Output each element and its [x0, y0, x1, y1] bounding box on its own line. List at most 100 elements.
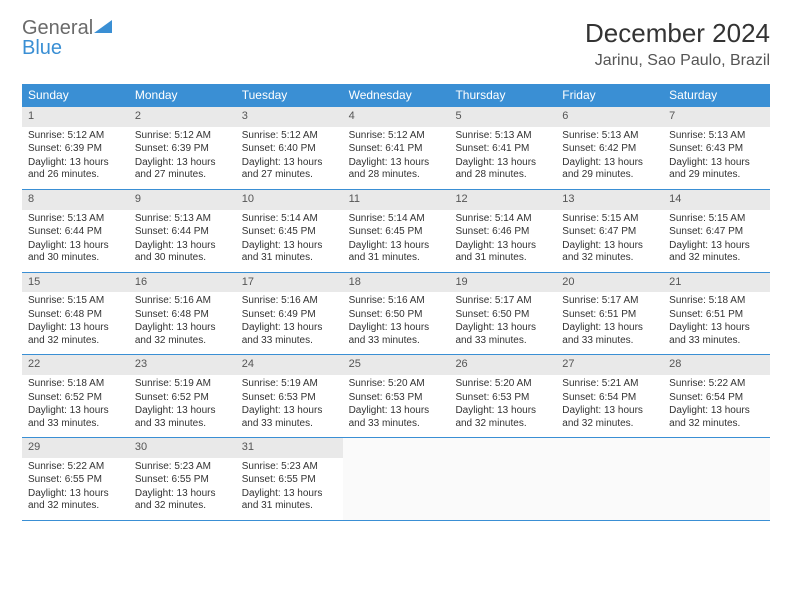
day-number: 22 [22, 355, 129, 375]
day-number: 4 [343, 107, 450, 127]
calendar-day-cell: 23Sunrise: 5:19 AMSunset: 6:52 PMDayligh… [129, 355, 236, 437]
sunset-line: Sunset: 6:54 PM [562, 392, 657, 405]
daylight-line: Daylight: 13 hours and 32 minutes. [562, 405, 657, 430]
day-of-week-label: Wednesday [343, 84, 450, 107]
daylight-line: Daylight: 13 hours and 30 minutes. [28, 240, 123, 265]
day-number: 24 [236, 355, 343, 375]
calendar-day-cell: 13Sunrise: 5:15 AMSunset: 6:47 PMDayligh… [556, 190, 663, 272]
day-body: Sunrise: 5:12 AMSunset: 6:40 PMDaylight:… [236, 127, 343, 189]
calendar-day-cell: 25Sunrise: 5:20 AMSunset: 6:53 PMDayligh… [343, 355, 450, 437]
calendar-day-cell: 1Sunrise: 5:12 AMSunset: 6:39 PMDaylight… [22, 107, 129, 189]
sunrise-line: Sunrise: 5:17 AM [455, 295, 550, 308]
sunrise-line: Sunrise: 5:14 AM [242, 213, 337, 226]
sunset-line: Sunset: 6:43 PM [669, 143, 764, 156]
day-number: 28 [663, 355, 770, 375]
calendar: SundayMondayTuesdayWednesdayThursdayFrid… [22, 84, 770, 521]
day-body [663, 458, 770, 516]
day-number: 11 [343, 190, 450, 210]
day-body: Sunrise: 5:16 AMSunset: 6:48 PMDaylight:… [129, 292, 236, 354]
calendar-day-cell: 12Sunrise: 5:14 AMSunset: 6:46 PMDayligh… [449, 190, 556, 272]
day-body: Sunrise: 5:19 AMSunset: 6:53 PMDaylight:… [236, 375, 343, 437]
calendar-empty-cell: . [343, 438, 450, 520]
day-number: 15 [22, 273, 129, 293]
day-body: Sunrise: 5:15 AMSunset: 6:48 PMDaylight:… [22, 292, 129, 354]
calendar-day-cell: 20Sunrise: 5:17 AMSunset: 6:51 PMDayligh… [556, 273, 663, 355]
calendar-day-cell: 21Sunrise: 5:18 AMSunset: 6:51 PMDayligh… [663, 273, 770, 355]
day-body: Sunrise: 5:22 AMSunset: 6:54 PMDaylight:… [663, 375, 770, 437]
day-number: 30 [129, 438, 236, 458]
calendar-day-cell: 16Sunrise: 5:16 AMSunset: 6:48 PMDayligh… [129, 273, 236, 355]
calendar-day-cell: 26Sunrise: 5:20 AMSunset: 6:53 PMDayligh… [449, 355, 556, 437]
day-number: 1 [22, 107, 129, 127]
sunrise-line: Sunrise: 5:18 AM [28, 378, 123, 391]
weeks-container: 1Sunrise: 5:12 AMSunset: 6:39 PMDaylight… [22, 107, 770, 521]
day-number: 31 [236, 438, 343, 458]
sunset-line: Sunset: 6:47 PM [562, 226, 657, 239]
calendar-day-cell: 7Sunrise: 5:13 AMSunset: 6:43 PMDaylight… [663, 107, 770, 189]
day-body: Sunrise: 5:19 AMSunset: 6:52 PMDaylight:… [129, 375, 236, 437]
day-number: 10 [236, 190, 343, 210]
calendar-empty-cell: . [663, 438, 770, 520]
logo: General Blue [22, 18, 116, 58]
header: General Blue December 2024 Jarinu, Sao P… [22, 18, 770, 70]
day-number: 7 [663, 107, 770, 127]
page: General Blue December 2024 Jarinu, Sao P… [0, 0, 792, 539]
sunrise-line: Sunrise: 5:19 AM [242, 378, 337, 391]
day-body: Sunrise: 5:23 AMSunset: 6:55 PMDaylight:… [129, 458, 236, 520]
sunset-line: Sunset: 6:52 PM [135, 392, 230, 405]
calendar-day-cell: 10Sunrise: 5:14 AMSunset: 6:45 PMDayligh… [236, 190, 343, 272]
day-of-week-header: SundayMondayTuesdayWednesdayThursdayFrid… [22, 84, 770, 107]
day-body: Sunrise: 5:17 AMSunset: 6:51 PMDaylight:… [556, 292, 663, 354]
sunset-line: Sunset: 6:54 PM [669, 392, 764, 405]
calendar-day-cell: 15Sunrise: 5:15 AMSunset: 6:48 PMDayligh… [22, 273, 129, 355]
daylight-line: Daylight: 13 hours and 33 minutes. [242, 322, 337, 347]
sunset-line: Sunset: 6:53 PM [455, 392, 550, 405]
logo-text: General Blue [22, 18, 116, 58]
daylight-line: Daylight: 13 hours and 27 minutes. [242, 157, 337, 182]
day-number: 29 [22, 438, 129, 458]
day-number: 3 [236, 107, 343, 127]
day-number: 12 [449, 190, 556, 210]
day-body [449, 458, 556, 516]
page-title: December 2024 [585, 18, 770, 49]
day-number: 8 [22, 190, 129, 210]
sunrise-line: Sunrise: 5:13 AM [135, 213, 230, 226]
sunset-line: Sunset: 6:41 PM [349, 143, 444, 156]
day-body: Sunrise: 5:13 AMSunset: 6:42 PMDaylight:… [556, 127, 663, 189]
daylight-line: Daylight: 13 hours and 26 minutes. [28, 157, 123, 182]
calendar-day-cell: 27Sunrise: 5:21 AMSunset: 6:54 PMDayligh… [556, 355, 663, 437]
day-body: Sunrise: 5:16 AMSunset: 6:50 PMDaylight:… [343, 292, 450, 354]
day-body: Sunrise: 5:14 AMSunset: 6:45 PMDaylight:… [236, 210, 343, 272]
sunrise-line: Sunrise: 5:12 AM [135, 130, 230, 143]
day-number: 19 [449, 273, 556, 293]
day-body: Sunrise: 5:13 AMSunset: 6:44 PMDaylight:… [129, 210, 236, 272]
sunrise-line: Sunrise: 5:12 AM [28, 130, 123, 143]
sunrise-line: Sunrise: 5:23 AM [242, 461, 337, 474]
sunrise-line: Sunrise: 5:20 AM [349, 378, 444, 391]
sunrise-line: Sunrise: 5:12 AM [349, 130, 444, 143]
day-number: 5 [449, 107, 556, 127]
daylight-line: Daylight: 13 hours and 32 minutes. [28, 488, 123, 513]
sunrise-line: Sunrise: 5:13 AM [455, 130, 550, 143]
sunset-line: Sunset: 6:49 PM [242, 309, 337, 322]
calendar-day-cell: 5Sunrise: 5:13 AMSunset: 6:41 PMDaylight… [449, 107, 556, 189]
calendar-empty-cell: . [449, 438, 556, 520]
daylight-line: Daylight: 13 hours and 30 minutes. [135, 240, 230, 265]
sunset-line: Sunset: 6:41 PM [455, 143, 550, 156]
sunset-line: Sunset: 6:50 PM [455, 309, 550, 322]
day-number: 23 [129, 355, 236, 375]
calendar-day-cell: 17Sunrise: 5:16 AMSunset: 6:49 PMDayligh… [236, 273, 343, 355]
calendar-day-cell: 30Sunrise: 5:23 AMSunset: 6:55 PMDayligh… [129, 438, 236, 520]
sunrise-line: Sunrise: 5:18 AM [669, 295, 764, 308]
calendar-day-cell: 19Sunrise: 5:17 AMSunset: 6:50 PMDayligh… [449, 273, 556, 355]
sunrise-line: Sunrise: 5:16 AM [135, 295, 230, 308]
sunset-line: Sunset: 6:39 PM [135, 143, 230, 156]
day-body: Sunrise: 5:22 AMSunset: 6:55 PMDaylight:… [22, 458, 129, 520]
calendar-day-cell: 2Sunrise: 5:12 AMSunset: 6:39 PMDaylight… [129, 107, 236, 189]
daylight-line: Daylight: 13 hours and 32 minutes. [669, 240, 764, 265]
sunset-line: Sunset: 6:45 PM [242, 226, 337, 239]
calendar-day-cell: 4Sunrise: 5:12 AMSunset: 6:41 PMDaylight… [343, 107, 450, 189]
daylight-line: Daylight: 13 hours and 27 minutes. [135, 157, 230, 182]
day-body: Sunrise: 5:17 AMSunset: 6:50 PMDaylight:… [449, 292, 556, 354]
calendar-empty-cell: . [556, 438, 663, 520]
